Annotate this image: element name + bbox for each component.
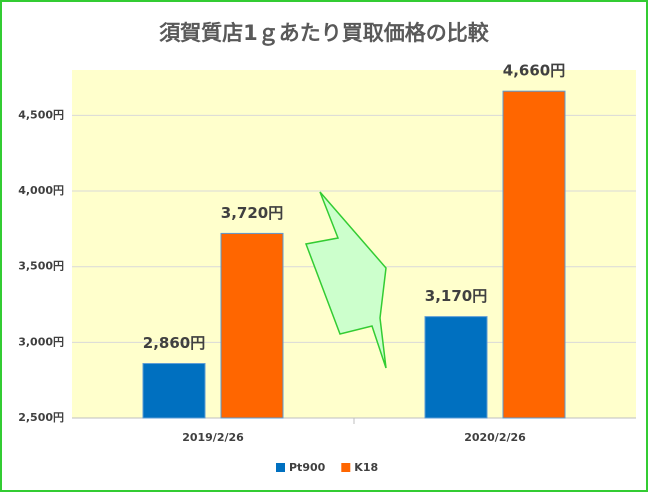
bar	[142, 363, 206, 419]
bar	[424, 316, 488, 419]
arrow	[304, 191, 387, 369]
x-tick-label: 2019/2/26	[182, 431, 244, 444]
data-label: 3,170円	[425, 287, 487, 305]
y-tick-label: 4,500円	[18, 108, 64, 121]
data-label: 4,660円	[503, 62, 565, 80]
y-tick-label: 4,000円	[18, 184, 64, 197]
bar	[220, 232, 284, 419]
y-tick-label: 2,500円	[18, 411, 64, 424]
y-tick-label: 3,500円	[18, 260, 64, 273]
data-label: 2,860円	[143, 334, 205, 352]
y-tick-label: 3,000円	[18, 335, 64, 348]
x-tick-label: 2020/2/26	[464, 431, 526, 444]
chart-title: 須賀質店1ｇあたり買取価格の比較	[159, 21, 490, 46]
legend-label: K18	[354, 461, 378, 474]
bar	[502, 90, 566, 419]
legend-label: Pt900	[289, 461, 326, 474]
legend-swatch	[341, 463, 351, 472]
data-label: 3,720円	[221, 204, 283, 222]
legend-swatch	[276, 463, 285, 472]
